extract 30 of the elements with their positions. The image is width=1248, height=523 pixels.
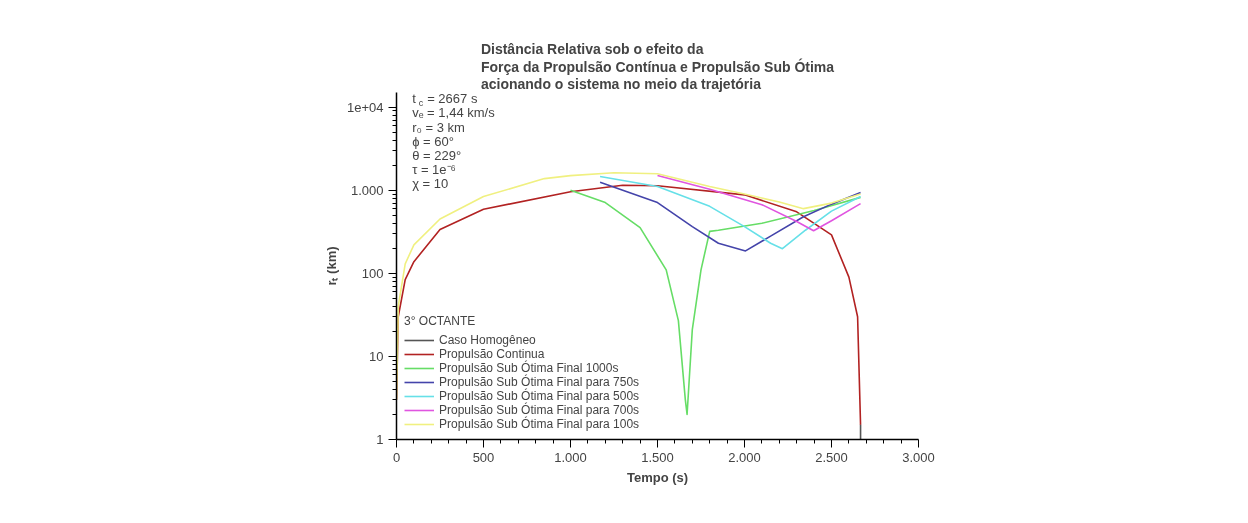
x-tick-label: 1.000	[554, 449, 587, 465]
annotation: χ = 10	[412, 176, 449, 192]
y-tick-label: 10	[369, 348, 384, 364]
annotation: τ = 1e⁻⁶	[412, 161, 456, 177]
legend-title: 3° OCTANTE	[404, 314, 477, 328]
legend-label: Propulsão Sub Ótima Final para 500s	[439, 389, 640, 403]
annotation: vₑ = 1,44 km/s	[412, 105, 496, 121]
x-axis-title: Tempo (s)	[626, 469, 689, 485]
y-tick-label: 100	[361, 265, 384, 281]
y-tick-label: 1.000	[350, 182, 384, 198]
x-tick-label: 3.000	[902, 449, 935, 465]
legend-label: Propulsão Sub Ótima Final para 100s	[439, 417, 640, 431]
annotation: r₀ = 3 km	[412, 119, 465, 135]
legend-label: Propulsão Sub Ótima Final 1000s	[439, 361, 619, 375]
legend-label: Caso Homogêneo	[439, 333, 536, 347]
legend-label: Propulsão Sub Ótima Final para 700s	[439, 403, 640, 417]
annotation: ϕ = 60°	[412, 133, 454, 149]
annotation: tc = 2667 s	[412, 91, 478, 108]
x-tick-label: 2.500	[815, 449, 848, 465]
legend-label: Propulsão Continua	[439, 347, 545, 361]
y-tick-label: 1	[376, 432, 384, 447]
legend-label: Propulsão Sub Ótima Final para 750s	[439, 375, 640, 389]
y-axis-title: rₜ (km)	[323, 246, 339, 286]
chart-title: Distância Relativa sob o efeito da Força da Propulsão Contínua e Propulsão Sub Ótima acionando o sistema no meio da trajetória	[480, 41, 835, 93]
line-series	[656, 174, 862, 232]
x-tick-label: 500	[472, 449, 495, 465]
x-tick-label: 0	[392, 449, 401, 465]
y-tick-label: 1e+04	[346, 99, 384, 115]
x-tick-label: 2.000	[728, 449, 761, 465]
x-tick-label: 1.500	[641, 449, 674, 465]
